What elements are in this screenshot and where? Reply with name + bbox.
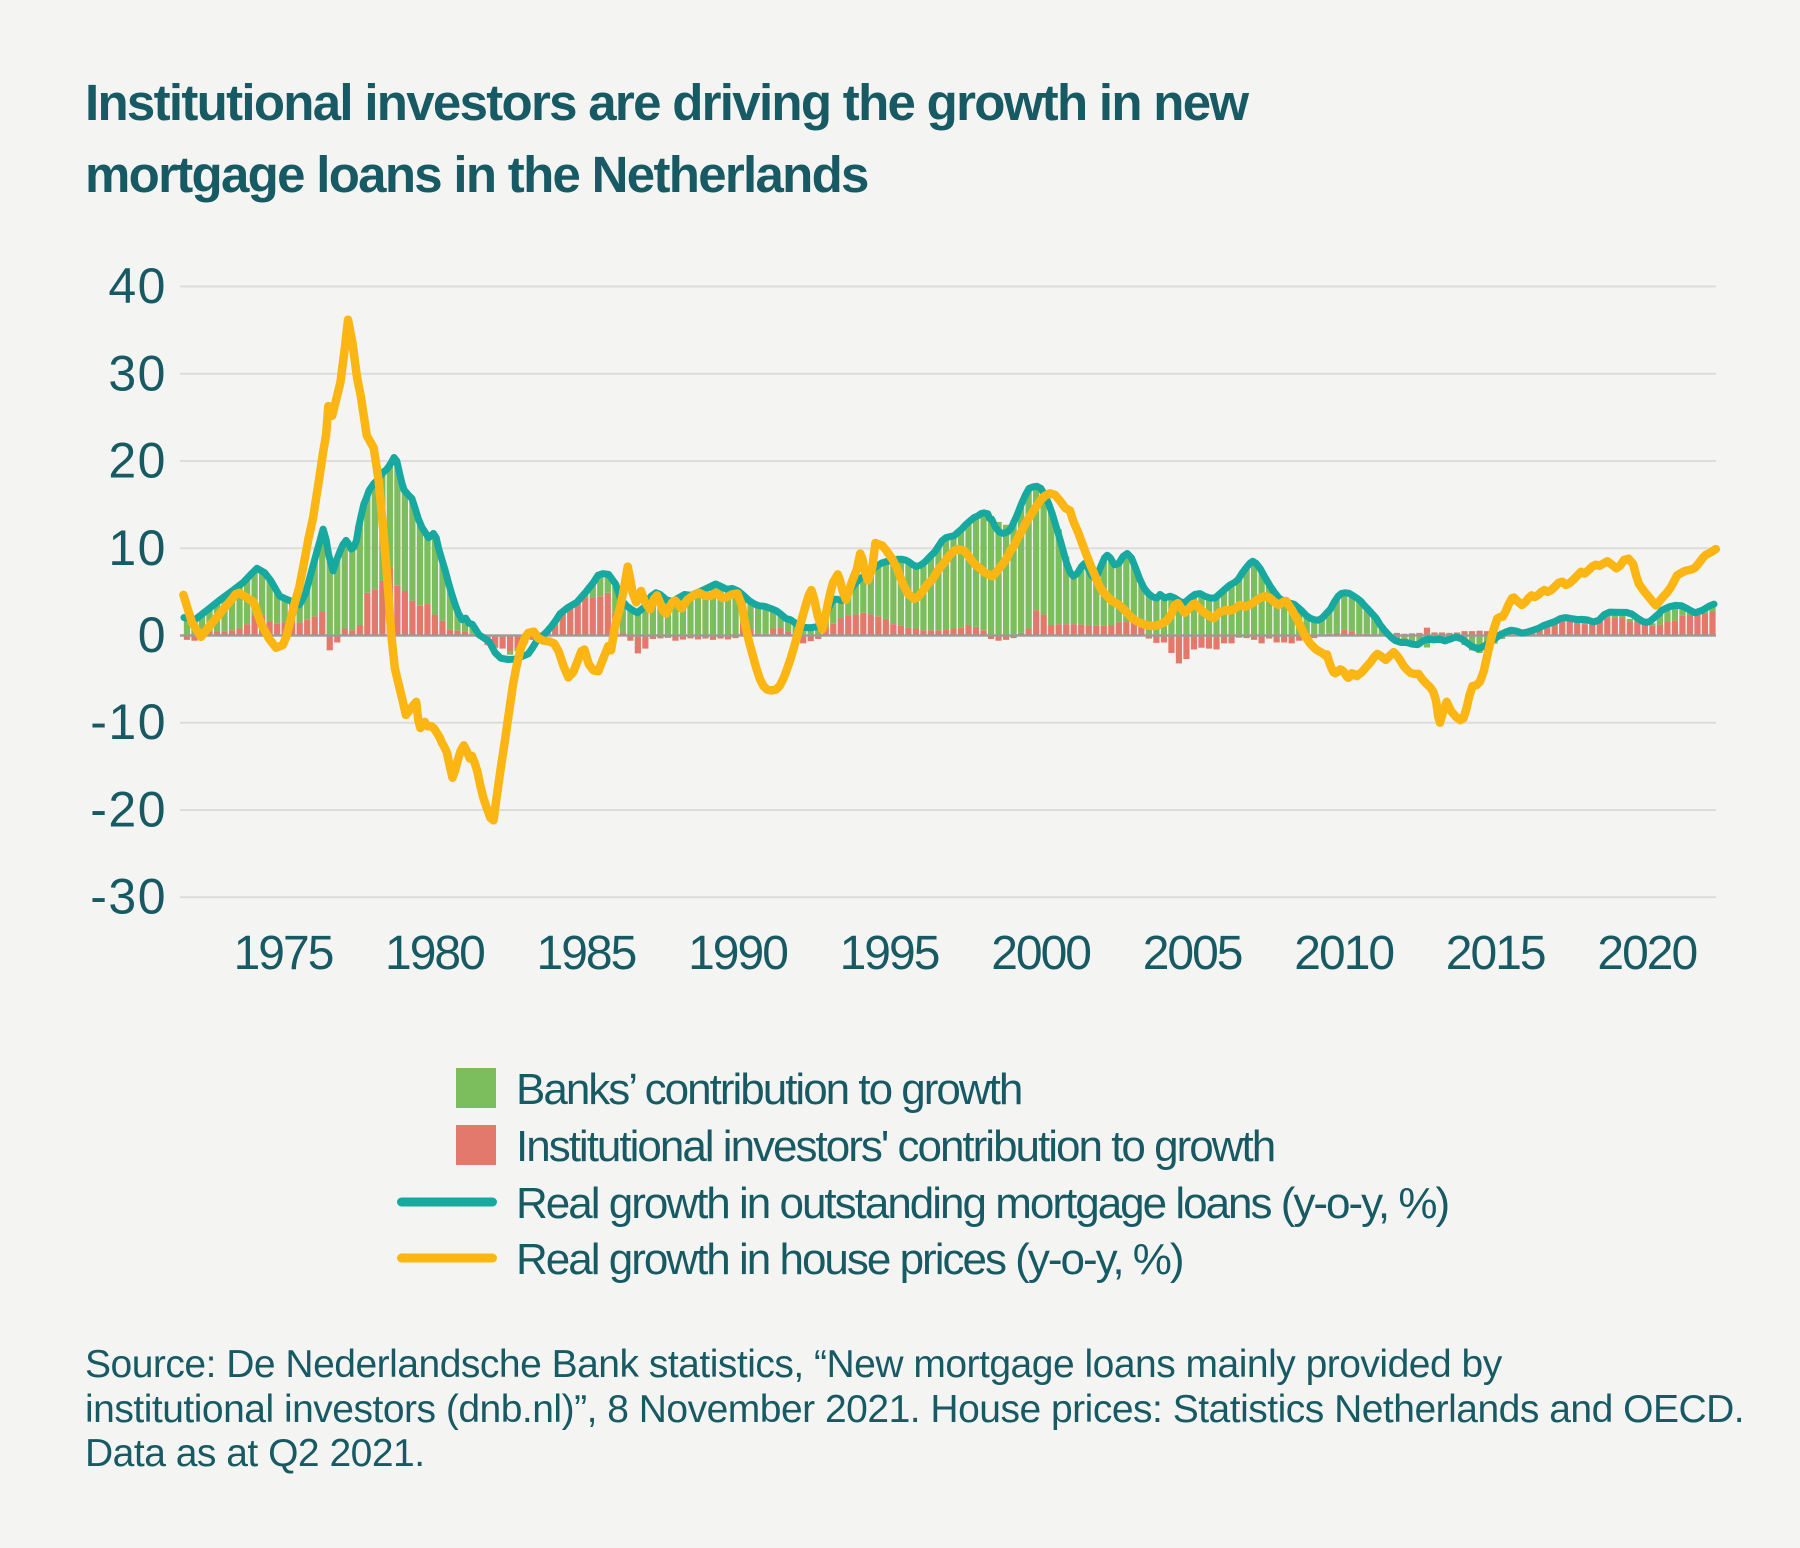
svg-text:Real growth in outstanding mor: Real growth in outstanding mortgage loan… xyxy=(516,1179,1448,1228)
svg-text:Institutional investors' contr: Institutional investors' contribution to… xyxy=(516,1122,1274,1171)
svg-text:1980: 1980 xyxy=(385,927,484,980)
svg-text:Institutional investors are dr: Institutional investors are driving the … xyxy=(85,74,1249,131)
svg-text:10: 10 xyxy=(108,520,167,576)
svg-text:Data as at Q2 2021.: Data as at Q2 2021. xyxy=(85,1432,425,1475)
svg-text:institutional investors (dnb.n: institutional investors (dnb.nl)”, 8 Nov… xyxy=(85,1388,1744,1431)
svg-text:-10: -10 xyxy=(90,694,167,750)
svg-text:0: 0 xyxy=(138,607,167,663)
svg-text:Real growth in house prices (y: Real growth in house prices (y-o-y, %) xyxy=(516,1235,1183,1284)
svg-text:1990: 1990 xyxy=(688,927,787,980)
svg-text:Banks’ contribution to growth: Banks’ contribution to growth xyxy=(516,1065,1021,1114)
svg-text:2010: 2010 xyxy=(1294,927,1393,980)
svg-text:-30: -30 xyxy=(90,869,167,925)
svg-text:20: 20 xyxy=(108,433,167,489)
svg-text:40: 40 xyxy=(108,258,167,314)
svg-text:2005: 2005 xyxy=(1143,927,1242,980)
svg-text:-20: -20 xyxy=(90,782,167,838)
svg-text:2000: 2000 xyxy=(991,927,1090,980)
svg-text:Source: De Nederlandsche Bank: Source: De Nederlandsche Bank statistics… xyxy=(85,1343,1503,1386)
svg-text:mortgage loans in the Netherla: mortgage loans in the Netherlands xyxy=(85,146,868,203)
svg-text:30: 30 xyxy=(108,345,167,401)
svg-text:1975: 1975 xyxy=(234,927,333,980)
svg-text:2015: 2015 xyxy=(1446,927,1545,980)
svg-text:2020: 2020 xyxy=(1597,927,1696,980)
svg-text:1985: 1985 xyxy=(537,927,636,980)
svg-text:1995: 1995 xyxy=(840,927,939,980)
